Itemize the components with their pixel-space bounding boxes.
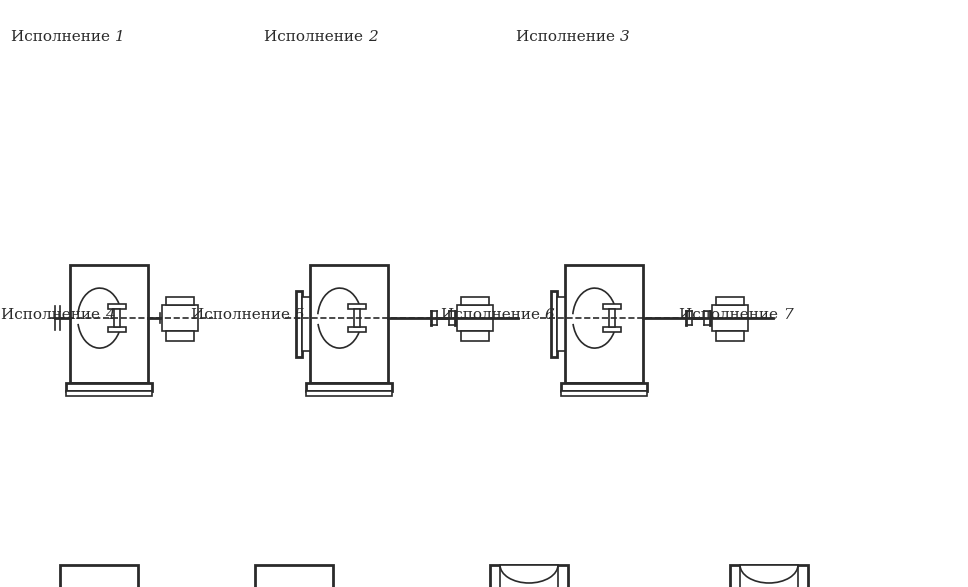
Bar	[70, 265, 148, 383]
Text: Исполнение: Исполнение	[516, 30, 620, 44]
Bar	[60, 565, 138, 587]
Bar	[565, 265, 643, 383]
Bar	[296, 291, 302, 357]
Bar	[730, 565, 808, 587]
Bar	[113, 309, 120, 327]
Bar	[255, 565, 333, 587]
Bar	[557, 297, 565, 351]
Text: Исполнение: Исполнение	[1, 308, 105, 322]
Bar	[306, 383, 392, 391]
Bar	[716, 331, 744, 341]
Bar	[107, 327, 126, 332]
Bar	[306, 391, 392, 396]
Bar	[166, 297, 194, 305]
Bar	[716, 297, 744, 305]
Text: 6: 6	[545, 308, 555, 322]
Text: Исполнение: Исполнение	[11, 30, 115, 44]
Bar	[461, 331, 489, 341]
Bar	[348, 304, 366, 309]
Bar	[348, 327, 366, 332]
Text: 2: 2	[368, 30, 378, 44]
Bar	[603, 304, 620, 309]
Bar	[457, 305, 493, 331]
Bar	[353, 309, 360, 327]
Text: Исполнение: Исполнение	[191, 308, 295, 322]
Bar	[162, 305, 198, 331]
Bar	[500, 565, 558, 587]
Bar	[712, 305, 748, 331]
Text: 7: 7	[783, 308, 793, 322]
Bar	[609, 309, 615, 327]
Bar	[561, 391, 647, 396]
Bar	[302, 297, 310, 351]
Bar	[561, 383, 647, 391]
Bar	[310, 265, 388, 383]
Text: Исполнение: Исполнение	[441, 308, 545, 322]
Text: Исполнение: Исполнение	[680, 308, 783, 322]
Bar	[490, 565, 568, 587]
Bar	[66, 383, 152, 391]
Text: 5: 5	[295, 308, 305, 322]
Text: 4: 4	[105, 308, 115, 322]
Text: Исполнение: Исполнение	[264, 30, 368, 44]
Bar	[461, 297, 489, 305]
Bar	[551, 291, 557, 357]
Bar	[740, 565, 798, 587]
Text: 1: 1	[115, 30, 125, 44]
Bar	[66, 391, 152, 396]
Bar	[603, 327, 620, 332]
Bar	[166, 331, 194, 341]
Text: 3: 3	[620, 30, 630, 44]
Bar	[107, 304, 126, 309]
